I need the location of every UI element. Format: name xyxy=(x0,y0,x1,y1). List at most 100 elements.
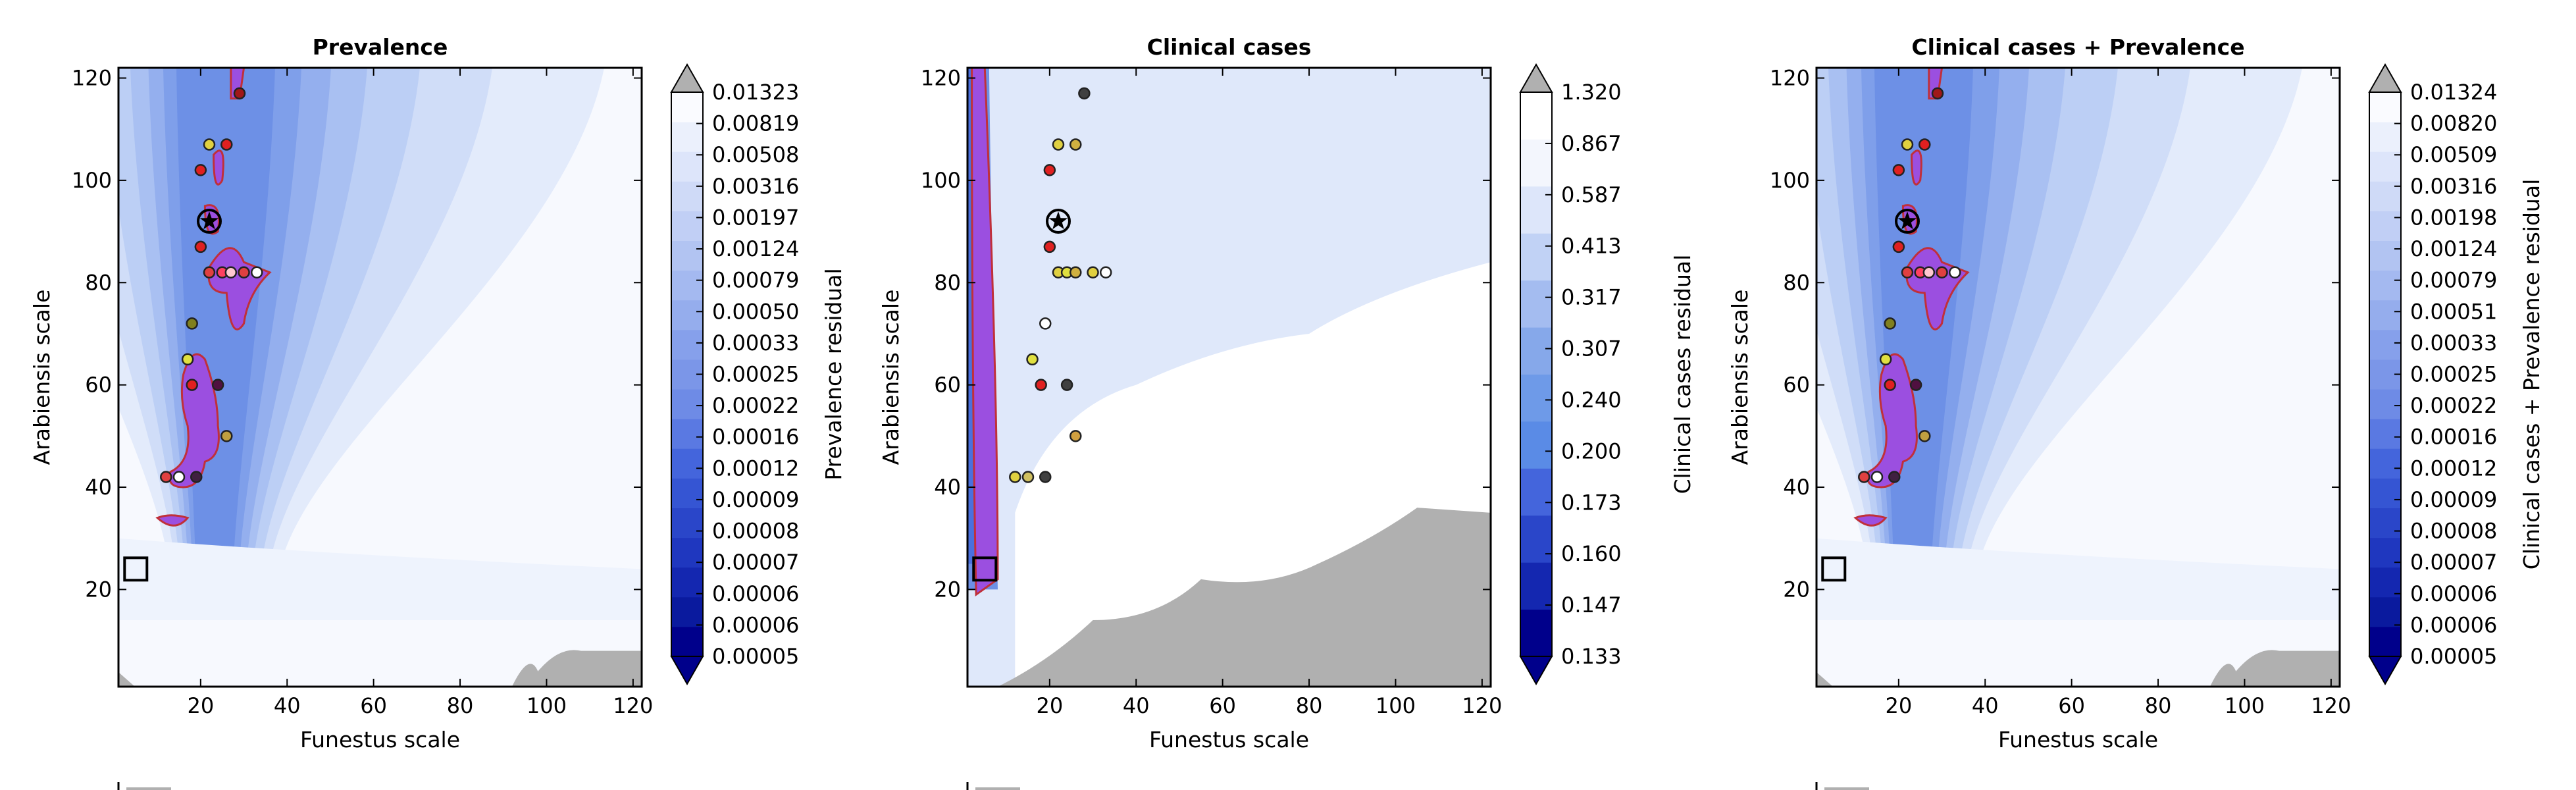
colorbar-tick-label: 0.413 xyxy=(1561,234,1622,259)
site-marker xyxy=(233,87,246,100)
colorbar-segment xyxy=(2369,478,2401,508)
site-marker xyxy=(160,471,172,483)
square-marker xyxy=(1821,556,1847,582)
colorbar-tick-label: 0.00012 xyxy=(712,456,799,481)
x-tick-label: 120 xyxy=(2311,693,2351,718)
colorbar-segment xyxy=(671,211,703,242)
colorbar-segment xyxy=(671,92,703,122)
colorbar-segment xyxy=(1520,374,1552,422)
colorbar-tick-label: 0.00124 xyxy=(2410,236,2497,261)
x-tick-label: 80 xyxy=(1296,693,1323,718)
chart-panel-2: Clinical cases 20 40 60 80 100 120 20 40 60 80 100 1… xyxy=(878,34,1695,790)
site-marker xyxy=(1922,266,1936,278)
colorbar-segment xyxy=(2369,419,2401,449)
y-tick-label: 40 xyxy=(1783,475,1810,500)
y-axis-label: Arabiensis scale xyxy=(878,290,904,465)
y-tick-label: 80 xyxy=(85,270,112,295)
markers xyxy=(123,87,263,582)
colorbar-segment xyxy=(671,537,703,568)
y-tick-label: 60 xyxy=(934,373,961,398)
colorbar-extend-top xyxy=(1519,63,1553,93)
contour-field xyxy=(118,68,642,687)
colorbar-segment xyxy=(671,448,703,479)
colorbar-tick-label: 0.00006 xyxy=(2410,612,2497,637)
colorbar-segment xyxy=(2369,300,2401,330)
colorbar-tick-label: 0.00022 xyxy=(712,393,799,418)
colorbar-segment xyxy=(1520,609,1552,657)
colorbar-segment xyxy=(1520,233,1552,281)
colorbar-segment xyxy=(671,596,703,627)
colorbar-extend-top xyxy=(2368,63,2402,93)
site-marker xyxy=(1892,240,1905,253)
markers xyxy=(972,87,1112,582)
site-marker xyxy=(1060,379,1073,391)
site-marker xyxy=(1892,164,1905,176)
star-marker-ring xyxy=(1045,209,1071,234)
chart-panel-1: Prevalence 20 40 60 80 100 120 20 40 60 80 100 120 Fu… xyxy=(29,34,846,790)
colorbar-tick-label: 0.00079 xyxy=(2410,268,2497,293)
legend-fragment xyxy=(975,787,1020,790)
x-tick-label: 20 xyxy=(1885,693,1912,718)
site-marker xyxy=(190,471,203,483)
y-tick-label: 40 xyxy=(934,475,961,500)
colorbar-segment xyxy=(671,240,703,271)
colorbar-extend-bottom xyxy=(2368,656,2402,686)
site-marker xyxy=(186,317,198,330)
colorbar-segment xyxy=(2369,508,2401,539)
legend-fragment xyxy=(1824,787,1869,790)
gray-region xyxy=(118,672,135,687)
site-marker xyxy=(211,379,224,391)
site-marker xyxy=(1009,471,1021,483)
colorbar-tick-label: 0.00124 xyxy=(712,236,799,261)
colorbar-segment xyxy=(2369,626,2401,657)
chart-title: Clinical cases + Prevalence xyxy=(1911,34,2244,60)
colorbar-tick-label: 0.00005 xyxy=(2410,644,2497,669)
site-marker xyxy=(186,379,198,391)
y-tick-label: 100 xyxy=(72,168,112,193)
site-marker xyxy=(1936,266,1948,278)
site-marker xyxy=(1052,138,1065,151)
colorbar-extend-top xyxy=(670,63,704,93)
colorbar-segment xyxy=(2369,596,2401,627)
y-axis-label: Arabiensis scale xyxy=(29,290,55,465)
axes-frame xyxy=(1815,66,2341,688)
markers xyxy=(1821,87,1961,582)
colorbar-tick-label: 0.00006 xyxy=(2410,581,2497,606)
colorbar-segment xyxy=(671,567,703,598)
colorbar-tick-label: 0.00016 xyxy=(712,425,799,450)
site-marker xyxy=(1931,87,1944,100)
x-tick-label: 20 xyxy=(187,693,214,718)
colorbar-tick-label: 0.00033 xyxy=(2410,330,2497,356)
colorbar-segment xyxy=(2369,151,2401,182)
contour-field xyxy=(967,68,1491,687)
y-tick-label: 120 xyxy=(72,66,112,91)
x-axis-label: Funestus scale xyxy=(300,727,460,752)
colorbar-segment xyxy=(2369,329,2401,360)
y-tick-label: 20 xyxy=(85,577,112,602)
colorbar-tick-label: 0.00008 xyxy=(712,519,799,544)
colorbar-tick-label: 1.320 xyxy=(1561,80,1622,105)
site-marker xyxy=(194,240,207,253)
x-axis-label: Funestus scale xyxy=(1149,727,1309,752)
colorbar-tick-label: 0.307 xyxy=(1561,336,1622,361)
colorbar-segment xyxy=(2369,92,2401,122)
site-marker xyxy=(1884,317,1896,330)
colorbar-tick-label: 0.00007 xyxy=(2410,550,2497,575)
colorbar-segment xyxy=(1520,186,1552,234)
colorbar-segment xyxy=(671,478,703,508)
star-marker xyxy=(1897,211,1917,230)
colorbar-tick-label: 0.00198 xyxy=(2410,205,2497,230)
legend-fragment xyxy=(126,787,171,790)
colorbar-segment xyxy=(1520,515,1552,563)
site-marker xyxy=(1087,266,1099,278)
square-marker xyxy=(123,556,149,582)
site-marker xyxy=(1888,471,1901,483)
colorbar-tick-label: 0.173 xyxy=(1561,490,1622,515)
colorbar-segment xyxy=(671,626,703,657)
colorbar-segment xyxy=(2369,389,2401,419)
site-marker xyxy=(1870,471,1884,483)
colorbar-segment xyxy=(1520,562,1552,610)
site-marker xyxy=(224,266,238,278)
colorbar-tick-label: 0.317 xyxy=(1561,285,1622,310)
site-marker xyxy=(1919,430,1931,442)
